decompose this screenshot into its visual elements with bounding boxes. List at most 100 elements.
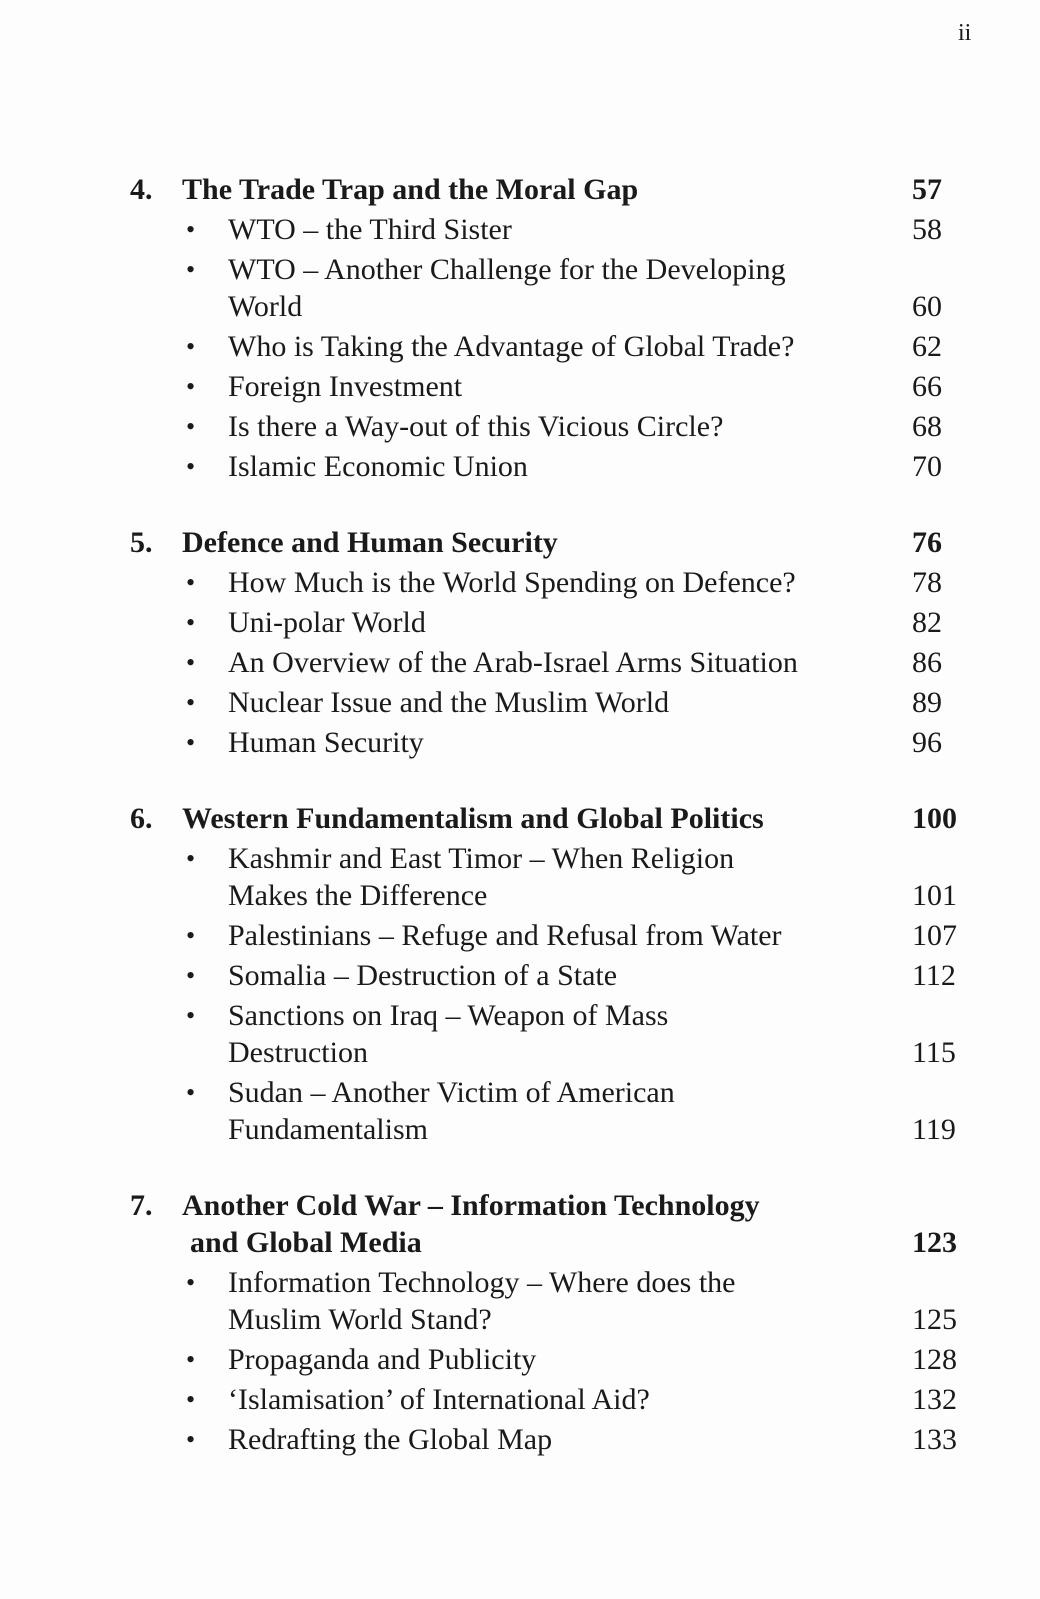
entry-page: 60	[912, 290, 942, 323]
toc-entry: • Who is Taking the Advantage of Global T…	[0, 329, 1040, 365]
entry-title: WTO – the Third Sister	[228, 213, 512, 246]
entry-title: Uni-polar World	[228, 606, 426, 639]
toc-entry: • Sanctions on Iraq – Weapon of Mass	[0, 998, 1040, 1034]
entry-title: Sudan – Another Victim of American	[228, 1076, 675, 1109]
entry-title: Makes the Difference	[228, 879, 488, 912]
toc-entry: • Somalia – Destruction of a State 112	[0, 958, 1040, 994]
bullet-icon: •	[186, 728, 196, 757]
entry-page: 119	[912, 1113, 956, 1146]
entry-title: Human Security	[228, 726, 424, 759]
chapter-page: 76	[912, 526, 942, 559]
chapter-title: Western Fundamentalism and Global Politi…	[182, 802, 764, 835]
toc-entry: • Redrafting the Global Map 133	[0, 1422, 1040, 1458]
bullet-icon: •	[186, 1345, 196, 1374]
entry-title: Palestinians – Refuge and Refusal from W…	[228, 919, 782, 952]
toc-entry: • WTO – the Third Sister 58	[0, 212, 1040, 248]
toc-entry: • Sudan – Another Victim of American	[0, 1075, 1040, 1111]
bullet-icon: •	[186, 255, 196, 284]
entry-title: Sanctions on Iraq – Weapon of Mass	[228, 999, 669, 1032]
chapter-page: 123	[912, 1226, 957, 1259]
entry-page: 78	[912, 566, 942, 599]
bullet-icon: •	[186, 332, 196, 361]
bullet-icon: •	[186, 1001, 196, 1030]
entry-page: 125	[912, 1303, 957, 1336]
entry-title: Who is Taking the Advantage of Global Tr…	[228, 330, 795, 363]
entry-page: 68	[912, 410, 942, 443]
bullet-icon: •	[186, 372, 196, 401]
entry-title: Is there a Way-out of this Vicious Circl…	[228, 410, 724, 443]
entry-page: 62	[912, 330, 942, 363]
bullet-icon: •	[186, 412, 196, 441]
toc-entry: Makes the Difference 101	[0, 878, 1040, 914]
chapter-page: 100	[912, 802, 957, 835]
entry-page: 128	[912, 1343, 957, 1376]
bullet-icon: •	[186, 608, 196, 637]
toc-entry: World 60	[0, 289, 1040, 325]
chapter-heading: 4. The Trade Trap and the Moral Gap 57	[0, 172, 1040, 208]
entry-page: 89	[912, 686, 942, 719]
chapter-title: and Global Media	[190, 1226, 422, 1259]
chapter-number: 4.	[130, 173, 153, 206]
chapter-number: 5.	[130, 526, 153, 559]
entry-title: Destruction	[228, 1036, 368, 1069]
entry-page: 133	[912, 1423, 957, 1456]
entry-title: Foreign Investment	[228, 370, 463, 403]
entry-title: Nuclear Issue and the Muslim World	[228, 686, 670, 719]
toc-entry: • Foreign Investment 66	[0, 369, 1040, 405]
toc-entry: • WTO – Another Challenge for the Develop…	[0, 252, 1040, 288]
entry-page: 82	[912, 606, 942, 639]
toc-entry: Destruction 115	[0, 1035, 1040, 1071]
entry-title: World	[228, 290, 303, 323]
chapter-heading: 7. Another Cold War – Information Technol…	[0, 1188, 1040, 1224]
chapter-number: 6.	[130, 802, 153, 835]
chapter-page: 57	[912, 173, 942, 206]
toc-entry: • Information Technology – Where does the	[0, 1265, 1040, 1301]
entry-title: Kashmir and East Timor – When Religion	[228, 842, 735, 875]
entry-title: How Much is the World Spending on Defenc…	[228, 566, 796, 599]
bullet-icon: •	[186, 215, 196, 244]
entry-title: Redrafting the Global Map	[228, 1423, 553, 1456]
entry-title: WTO – Another Challenge for the Developi…	[228, 253, 786, 286]
entry-page: 115	[912, 1036, 956, 1069]
entry-title: Muslim World Stand?	[228, 1303, 492, 1336]
entry-page: 101	[912, 879, 957, 912]
entry-page: 58	[912, 213, 942, 246]
entry-page: 86	[912, 646, 942, 679]
bullet-icon: •	[186, 1078, 196, 1107]
entry-title: Islamic Economic Union	[228, 450, 528, 483]
toc-entry: Fundamentalism 119	[0, 1112, 1040, 1148]
bullet-icon: •	[186, 452, 196, 481]
bullet-icon: •	[186, 1268, 196, 1297]
bullet-icon: •	[186, 961, 196, 990]
bullet-icon: •	[186, 648, 196, 677]
chapter-heading: 6. Western Fundamentalism and Global Poli…	[0, 801, 1040, 837]
entry-title: Propaganda and Publicity	[228, 1343, 537, 1376]
chapter-title: Defence and Human Security	[182, 526, 558, 559]
bullet-icon: •	[186, 921, 196, 950]
toc-entry: • Nuclear Issue and the Muslim World 89	[0, 685, 1040, 721]
toc-entry: • Human Security 96	[0, 725, 1040, 761]
entry-title: Somalia – Destruction of a State	[228, 959, 618, 992]
chapter-title: Another Cold War – Information Technolog…	[182, 1189, 760, 1222]
toc-entry: • Islamic Economic Union 70	[0, 449, 1040, 485]
bullet-icon: •	[186, 688, 196, 717]
entry-page: 66	[912, 370, 942, 403]
chapter-heading: 5. Defence and Human Security 76	[0, 525, 1040, 561]
toc-entry: • Kashmir and East Timor – When Religion	[0, 841, 1040, 877]
toc-entry: Muslim World Stand? 125	[0, 1302, 1040, 1338]
entry-page: 132	[912, 1383, 957, 1416]
toc-entry: • ‘Islamisation’ of International Aid? 132	[0, 1382, 1040, 1418]
bullet-icon: •	[186, 1385, 196, 1414]
toc-entry: • Palestinians – Refuge and Refusal from …	[0, 918, 1040, 954]
entry-title: ‘Islamisation’ of International Aid?	[228, 1383, 650, 1416]
entry-page: 107	[912, 919, 957, 952]
entry-title: An Overview of the Arab-Israel Arms Situ…	[228, 646, 798, 679]
toc-entry: • Propaganda and Publicity 128	[0, 1342, 1040, 1378]
entry-page: 96	[912, 726, 942, 759]
bullet-icon: •	[186, 1425, 196, 1454]
page-number: ii	[958, 20, 972, 46]
toc-entry: • An Overview of the Arab-Israel Arms Sit…	[0, 645, 1040, 681]
bullet-icon: •	[186, 844, 196, 873]
entry-page: 112	[912, 959, 956, 992]
chapter-heading: and Global Media 123	[0, 1225, 1040, 1261]
